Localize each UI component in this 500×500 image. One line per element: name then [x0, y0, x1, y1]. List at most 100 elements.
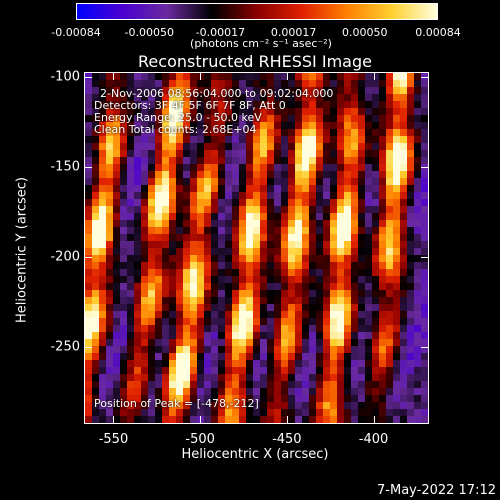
- heatmap-cell: [225, 248, 233, 256]
- heatmap-cell: [330, 304, 338, 312]
- heatmap-cell: [393, 115, 401, 123]
- heatmap-cell: [351, 297, 359, 305]
- heatmap-cell: [162, 94, 170, 102]
- heatmap-cell: [267, 297, 275, 305]
- heatmap-cell: [183, 171, 191, 179]
- heatmap-cell: [267, 199, 275, 207]
- heatmap-cell: [407, 339, 415, 347]
- heatmap-cell: [134, 171, 142, 179]
- heatmap-cell: [414, 108, 422, 116]
- heatmap-cell: [302, 360, 310, 368]
- heatmap-cell: [113, 199, 121, 207]
- heatmap-cell: [148, 311, 156, 319]
- heatmap-cell: [260, 416, 268, 423]
- heatmap-cell: [323, 234, 331, 242]
- heatmap-cell: [99, 73, 107, 81]
- heatmap-cell: [225, 353, 233, 361]
- heatmap-cell: [407, 129, 415, 137]
- heatmap-cell: [274, 416, 282, 423]
- heatmap-cell: [344, 94, 352, 102]
- heatmap-cell: [281, 402, 289, 410]
- heatmap-cell: [316, 136, 324, 144]
- heatmap-cell: [288, 332, 296, 340]
- y-tick-label: -250: [50, 339, 80, 355]
- heatmap-cell: [253, 318, 261, 326]
- heatmap-cell: [267, 108, 275, 116]
- heatmap-cell: [379, 269, 387, 277]
- heatmap-cell: [148, 192, 156, 200]
- heatmap-cell: [141, 304, 149, 312]
- heatmap-cell: [260, 332, 268, 340]
- heatmap-cell: [274, 220, 282, 228]
- heatmap-cell: [106, 374, 114, 382]
- heatmap-cell: [141, 164, 149, 172]
- heatmap-cell: [358, 136, 366, 144]
- heatmap-cell: [323, 283, 331, 291]
- heatmap-cell: [155, 255, 163, 263]
- heatmap-cell: [344, 318, 352, 326]
- heatmap-cell: [309, 304, 317, 312]
- heatmap-cell: [358, 192, 366, 200]
- heatmap-cell: [99, 206, 107, 214]
- heatmap-cell: [120, 276, 128, 284]
- heatmap-cell: [295, 129, 303, 137]
- heatmap-cell: [162, 73, 170, 81]
- heatmap-cell: [190, 409, 198, 417]
- heatmap-cell: [281, 206, 289, 214]
- heatmap-cell: [204, 255, 212, 263]
- heatmap-cell: [253, 248, 261, 256]
- heatmap-cell: [155, 199, 163, 207]
- heatmap-cell: [316, 402, 324, 410]
- heatmap-cell: [407, 283, 415, 291]
- heatmap-cell: [204, 122, 212, 130]
- heatmap-cell: [288, 395, 296, 403]
- heatmap-cell: [407, 248, 415, 256]
- heatmap-cell: [183, 80, 191, 88]
- chart-title: Reconstructed RHESSI Image: [138, 52, 372, 71]
- heatmap-cell: [176, 80, 184, 88]
- heatmap-cell: [260, 311, 268, 319]
- heatmap-cell: [414, 185, 422, 193]
- heatmap-cell: [211, 87, 219, 95]
- heatmap-cell: [330, 94, 338, 102]
- heatmap-cell: [253, 171, 261, 179]
- heatmap-cell: [197, 143, 205, 151]
- heatmap-cell: [106, 360, 114, 368]
- heatmap-cell: [344, 276, 352, 284]
- heatmap-cell: [274, 255, 282, 263]
- heatmap-cell: [351, 346, 359, 354]
- heatmap-cell: [295, 108, 303, 116]
- heatmap-cell: [351, 283, 359, 291]
- heatmap-cell: [316, 248, 324, 256]
- heatmap-cell: [309, 262, 317, 270]
- heatmap-cell: [295, 213, 303, 221]
- heatmap-cell: [85, 346, 93, 354]
- heatmap-cell: [183, 101, 191, 109]
- heatmap-cell: [253, 283, 261, 291]
- heatmap-cell: [309, 157, 317, 165]
- heatmap-cell: [309, 381, 317, 389]
- heatmap-cell: [274, 360, 282, 368]
- heatmap-cell: [92, 234, 100, 242]
- heatmap-cell: [99, 171, 107, 179]
- heatmap-cell: [393, 122, 401, 130]
- heatmap-cell: [120, 143, 128, 151]
- heatmap-cell: [372, 360, 380, 368]
- heatmap-cell: [274, 332, 282, 340]
- heatmap-cell: [281, 283, 289, 291]
- heatmap-cell: [302, 199, 310, 207]
- heatmap-cell: [162, 206, 170, 214]
- heatmap-cell: [141, 325, 149, 333]
- heatmap-cell: [134, 395, 142, 403]
- heatmap-cell: [302, 325, 310, 333]
- heatmap-cell: [120, 150, 128, 158]
- heatmap-cell: [323, 388, 331, 396]
- heatmap-cell: [197, 87, 205, 95]
- heatmap-cell: [204, 290, 212, 298]
- heatmap-cell: [421, 374, 428, 382]
- heatmap-cell: [267, 381, 275, 389]
- heatmap-cell: [295, 374, 303, 382]
- heatmap-cell: [365, 157, 373, 165]
- heatmap-cell: [176, 206, 184, 214]
- heatmap-cell: [309, 199, 317, 207]
